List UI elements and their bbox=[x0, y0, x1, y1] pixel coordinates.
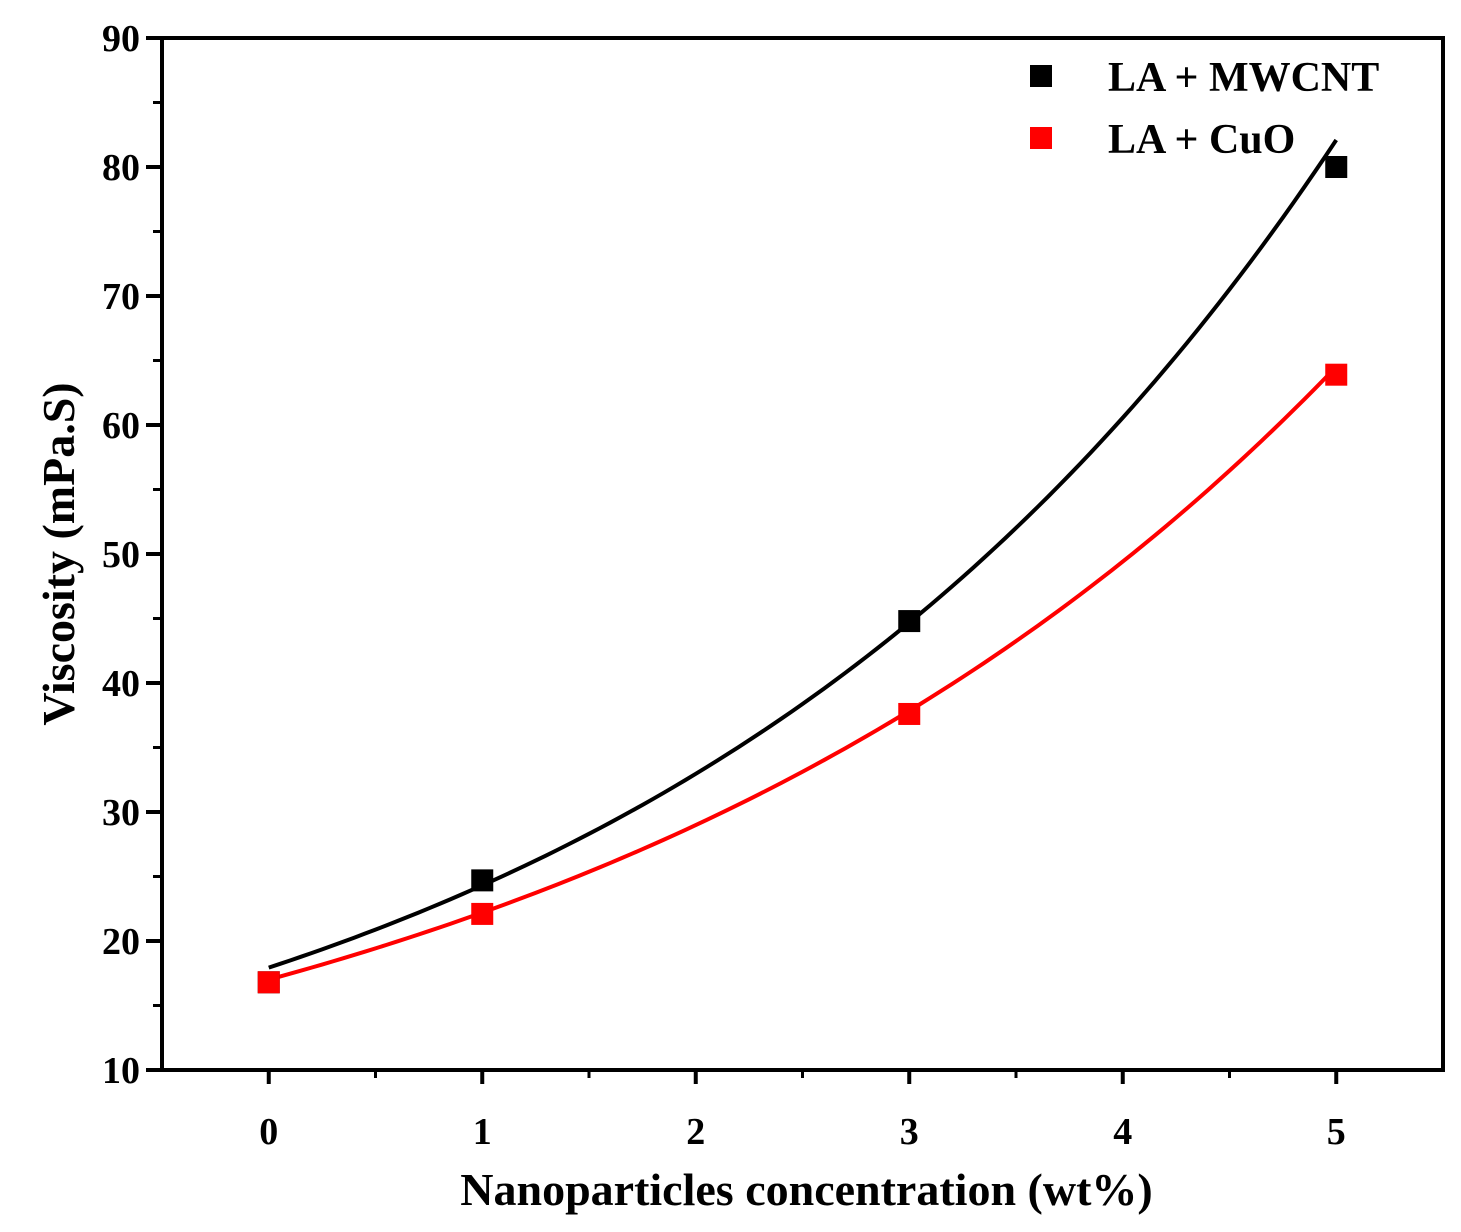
x-axis-title: Nanoparticles concentration (wt%) bbox=[460, 1164, 1152, 1215]
data-point-mwcnt bbox=[898, 610, 921, 633]
y-tick-label: 20 bbox=[102, 921, 140, 963]
y-axis-ticks: 10 20 30 40 50 60 70 80 90 bbox=[102, 18, 162, 1092]
data-point-cuo bbox=[898, 702, 921, 725]
x-tick-label: 1 bbox=[473, 1111, 492, 1153]
fit-curve-cuo bbox=[268, 365, 1338, 982]
y-tick-label: 60 bbox=[102, 405, 140, 447]
x-tick-label: 0 bbox=[259, 1111, 278, 1153]
legend: LA + MWCNT LA + CuO bbox=[1030, 55, 1379, 163]
y-tick-label: 80 bbox=[102, 147, 140, 189]
data-point-cuo bbox=[471, 902, 494, 925]
x-tick-label: 3 bbox=[900, 1111, 919, 1153]
y-tick-label: 40 bbox=[102, 663, 140, 705]
x-axis-ticks: 0 1 2 3 4 5 bbox=[259, 1070, 1346, 1153]
x-tick-label: 5 bbox=[1327, 1111, 1346, 1153]
data-point-mwcnt bbox=[1325, 156, 1348, 178]
x-tick-label: 4 bbox=[1113, 1111, 1132, 1153]
y-axis-title: Viscosity (mPa.S) bbox=[33, 382, 84, 725]
fit-curve-mwcnt bbox=[268, 138, 1338, 970]
y-tick-label: 10 bbox=[102, 1050, 140, 1092]
fit-curves bbox=[268, 138, 1338, 982]
data-points bbox=[257, 156, 1348, 994]
y-tick-label: 50 bbox=[102, 534, 140, 576]
y-tick-label: 70 bbox=[102, 276, 140, 318]
legend-marker bbox=[1030, 127, 1052, 149]
legend-label: LA + CuO bbox=[1108, 117, 1295, 163]
data-point-mwcnt bbox=[471, 869, 494, 892]
legend-label: LA + MWCNT bbox=[1108, 55, 1379, 101]
data-point-cuo bbox=[1325, 363, 1348, 386]
plot-area-frame bbox=[160, 36, 1445, 1072]
y-tick-label: 90 bbox=[102, 18, 140, 60]
y-tick-label: 30 bbox=[102, 792, 140, 834]
x-tick-label: 2 bbox=[686, 1111, 705, 1153]
data-point-cuo bbox=[257, 971, 280, 994]
legend-marker bbox=[1030, 65, 1052, 87]
